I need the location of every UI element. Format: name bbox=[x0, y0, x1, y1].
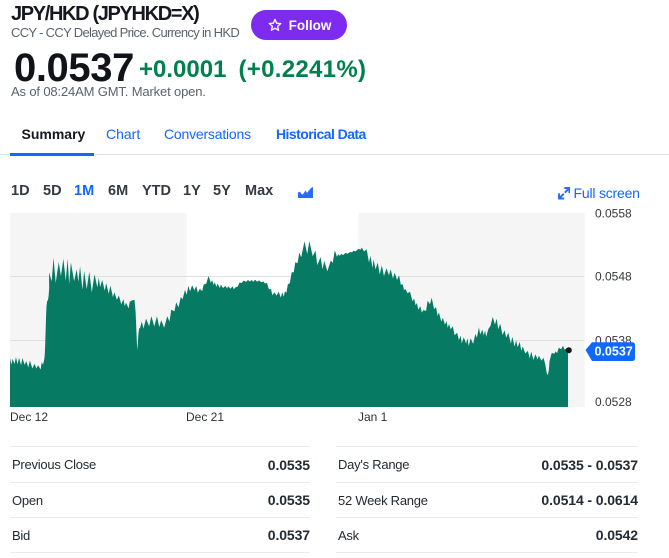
svg-text:Jan 1: Jan 1 bbox=[358, 410, 388, 424]
svg-text:0.0537: 0.0537 bbox=[595, 344, 633, 358]
svg-text:0.0558: 0.0558 bbox=[595, 207, 632, 221]
svg-text:Dec 21: Dec 21 bbox=[186, 410, 224, 424]
svg-text:0.0548: 0.0548 bbox=[595, 270, 632, 284]
svg-text:0.0528: 0.0528 bbox=[595, 395, 632, 409]
svg-text:Dec 12: Dec 12 bbox=[10, 410, 48, 424]
